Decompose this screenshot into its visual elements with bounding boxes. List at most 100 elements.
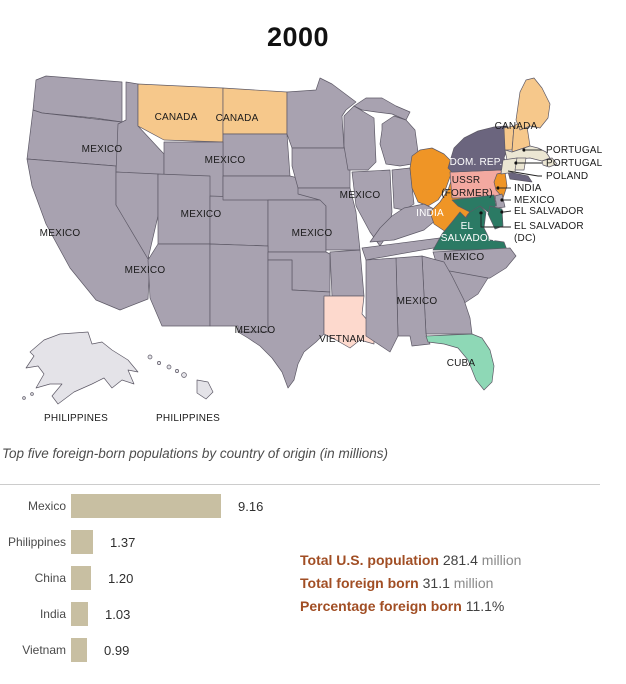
state-kentucky	[369, 203, 437, 243]
total-foreign-born-unit: million	[449, 575, 494, 591]
state-montana	[137, 83, 224, 143]
state-hawaii-island	[147, 354, 153, 360]
map-label: MEXICO	[340, 190, 381, 201]
bar	[71, 638, 87, 662]
map-label: (FORMER)	[441, 188, 493, 199]
state-arizona	[147, 243, 211, 327]
bar-label: Vietnam	[22, 643, 66, 657]
map-label: PHILIPPINES	[156, 413, 220, 424]
state-alaska	[25, 331, 139, 405]
bar	[71, 530, 93, 554]
bar-value: 1.37	[110, 534, 136, 550]
map-label: PORTUGAL	[546, 158, 603, 169]
map-label: SALVADOR	[441, 233, 496, 244]
map-labels-layer: CANADA CANADA CANADA MEXICO MEXICO MEXICO MEXI…	[40, 112, 603, 424]
map-label: MEXICO	[40, 228, 81, 239]
state-arkansas	[329, 249, 365, 297]
page-title: 2000	[266, 22, 330, 52]
state-alaska-aleutian-island	[30, 392, 34, 396]
state-hawaii-island	[181, 372, 187, 378]
map-label: MEXICO	[82, 144, 123, 155]
state-georgia	[421, 255, 473, 335]
state-maryland	[451, 194, 497, 213]
bar-label: Philippines	[7, 535, 66, 549]
section-divider	[0, 484, 600, 485]
state-nevada	[115, 171, 159, 260]
percentage-foreign-born-value: 11.1%	[465, 598, 505, 614]
bar	[71, 566, 91, 590]
bar	[71, 494, 221, 518]
state-alabama	[395, 255, 431, 347]
callout-dot-massachusetts	[522, 148, 526, 152]
state-hawaii-island	[157, 361, 161, 365]
state-new-mexico	[209, 243, 269, 333]
state-mississippi	[365, 257, 399, 353]
bar-row: India 1.03	[0, 596, 300, 632]
bar-value: 9.16	[238, 498, 264, 514]
callout-line-el-salvador-md	[503, 210, 512, 213]
state-minnesota	[286, 77, 357, 149]
state-wisconsin	[343, 105, 377, 171]
state-texas	[237, 259, 331, 389]
bar-value: 0.99	[104, 642, 130, 658]
callout-dot-dc	[479, 211, 483, 215]
map-label: MEXICO	[397, 296, 438, 307]
state-kansas	[267, 199, 327, 253]
callout-line-el-salvador-dc	[480, 215, 511, 228]
state-north-dakota	[222, 87, 288, 135]
bar-value: 1.03	[105, 606, 131, 622]
map-label: MEXICO	[205, 155, 246, 166]
state-iowa	[291, 147, 351, 189]
map-label: PHILIPPINES	[44, 413, 108, 424]
map-label: EL	[461, 221, 474, 232]
bar-row: Mexico 9.16	[0, 488, 300, 524]
map-label: (DC)	[514, 233, 536, 244]
map-label: CANADA	[155, 112, 198, 123]
total-us-population-value: 281.4	[442, 552, 478, 568]
map-label: EL SALVADOR	[514, 206, 584, 217]
bar-label: China	[34, 571, 66, 585]
total-foreign-born-label: Total foreign born	[300, 575, 419, 591]
state-new-york-long-island	[507, 171, 533, 183]
chart-caption: Top five foreign-born populations by cou…	[2, 446, 388, 461]
state-delaware	[494, 193, 506, 209]
map-label: MEXICO	[514, 195, 555, 206]
total-us-population-label: Total U.S. population	[300, 552, 439, 568]
state-hawaii-big-island	[196, 379, 214, 400]
state-hawaii-island	[166, 364, 172, 370]
bar-row: Vietnam 0.99	[0, 632, 300, 668]
callout-lines-layer	[479, 148, 542, 228]
map-label: PORTUGAL	[546, 145, 603, 156]
state-missouri	[297, 187, 361, 251]
map-label: MEXICO	[125, 265, 166, 276]
state-michigan-up	[353, 97, 411, 121]
percentage-foreign-born-label: Percentage foreign born	[300, 598, 462, 614]
state-massachusetts-cape	[541, 157, 558, 168]
state-colorado	[209, 195, 269, 247]
bar-label: Mexico	[27, 499, 66, 513]
states-layer	[22, 75, 558, 405]
map-label: INDIA	[514, 183, 542, 194]
callout-dot-rhode-island	[514, 161, 518, 165]
callout-dot-new-jersey	[496, 186, 500, 190]
map-label: USSR	[452, 175, 481, 186]
map-label: POLAND	[546, 171, 588, 182]
map-label: CANADA	[216, 113, 259, 124]
callout-line-poland-ct	[507, 170, 542, 177]
bar-label: India	[39, 607, 66, 621]
total-us-population-unit: million	[477, 552, 522, 568]
map-label: VIETNAM	[319, 334, 365, 345]
map-label: MEXICO	[444, 252, 485, 263]
total-foreign-born-value: 31.1	[422, 575, 450, 591]
state-hawaii-island	[175, 369, 179, 373]
state-florida	[425, 333, 495, 391]
total-us-population-line: Total U.S. population 281.4 million	[300, 549, 521, 572]
state-louisiana	[323, 295, 375, 349]
bar-row: China 1.20	[0, 560, 300, 596]
state-maine	[515, 77, 551, 131]
map-label: MEXICO	[181, 209, 222, 220]
bar-value: 1.20	[108, 570, 134, 586]
state-alaska-aleutian-island	[22, 396, 26, 400]
map-label: INDIA	[416, 208, 444, 219]
